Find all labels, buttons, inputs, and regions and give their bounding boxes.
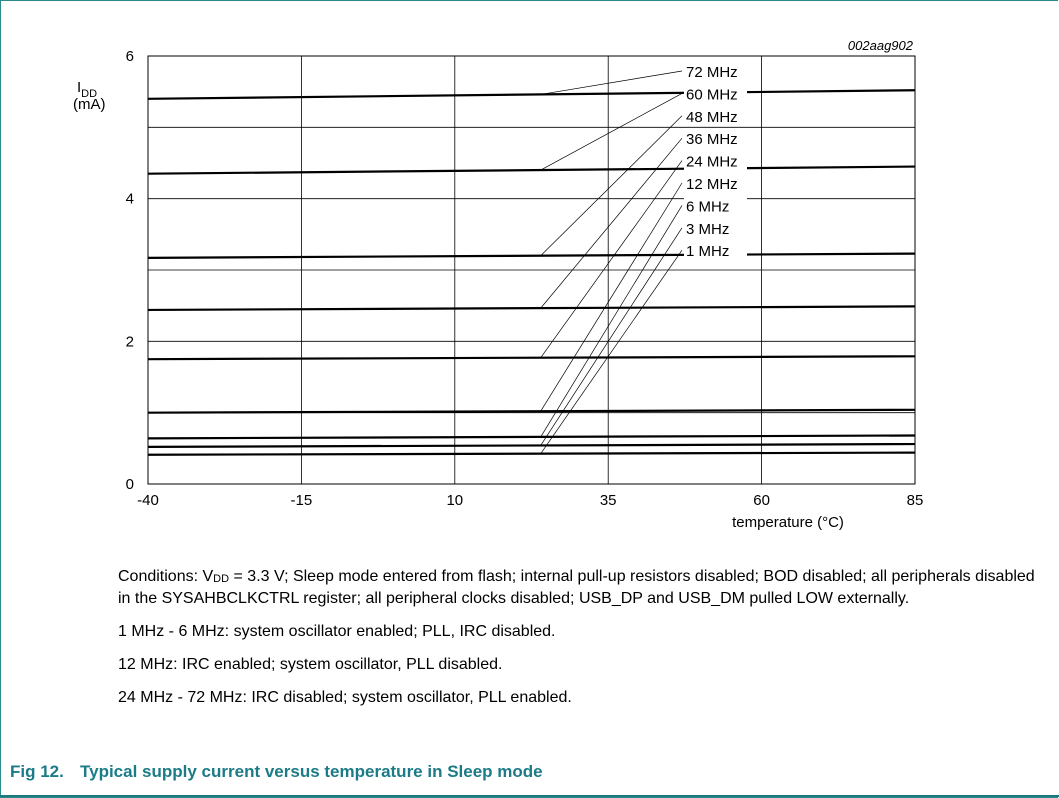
series-label-bg: [684, 85, 747, 104]
x-tick-label: 85: [907, 492, 924, 509]
series-label-bg: [684, 197, 747, 216]
series-line-6-mhz: [147, 434, 916, 440]
leader-line: [540, 70, 683, 95]
note-line-1: 1 MHz - 6 MHz: system oscillator enabled…: [118, 623, 556, 640]
series-label-bg: [684, 130, 747, 149]
series-line-60-mhz: [147, 165, 916, 175]
series-label-bg: [684, 152, 747, 171]
figure-notes: Conditions: VDD = 3.3 V; Sleep mode ente…: [118, 566, 1038, 720]
x-tick-label: -40: [137, 492, 159, 509]
series-line-36-mhz: [147, 305, 916, 312]
series-label-bg: [684, 242, 747, 261]
series-label: 36 MHz: [686, 131, 738, 148]
note-line-2: 12 MHz: IRC enabled; system oscillator, …: [118, 656, 503, 673]
figure-caption: Fig 12. Typical supply current versus tem…: [10, 762, 543, 782]
leader-line: [540, 250, 683, 454]
x-tick-label: -15: [291, 492, 313, 509]
plot-area-border: [147, 55, 916, 485]
y-tick-label: 4: [126, 191, 134, 208]
series-label: 6 MHz: [686, 198, 729, 215]
series-label-bg: [684, 107, 747, 126]
series-label: 12 MHz: [686, 176, 738, 193]
series-line-12-mhz: [147, 408, 916, 414]
x-axis-label: temperature (°C): [732, 514, 844, 531]
series-line-72-mhz: [147, 89, 916, 100]
supply-current-chart: -40 -15 10 35 60 85 0 2 4 6 IDD(mA) temperature (°C…: [73, 38, 924, 531]
conditions-subscript: DD: [213, 573, 230, 585]
y-tick-label: 2: [126, 333, 134, 350]
leader-line: [540, 137, 683, 309]
series-label: 60 MHz: [686, 86, 738, 103]
series-label-bg: [684, 175, 747, 193]
series-label: 1 MHz: [686, 243, 729, 260]
leader-line: [540, 115, 683, 256]
series-label: 3 MHz: [686, 221, 729, 238]
y-axis-label: IDD: [77, 79, 97, 100]
leader-line: [540, 160, 683, 358]
figure-title: Typical supply current versus temperatur…: [80, 762, 543, 781]
series-line-3-mhz: [147, 442, 916, 449]
leader-line: [540, 205, 683, 438]
series-line-24-mhz: [147, 355, 916, 361]
series-label: 48 MHz: [686, 109, 738, 126]
note-line-3: 24 MHz - 72 MHz: IRC disabled; system os…: [118, 689, 572, 706]
leader-line: [540, 227, 683, 446]
leader-line: [540, 93, 683, 171]
y-tick-label: 0: [126, 476, 134, 493]
series-label: 72 MHz: [686, 64, 738, 81]
series-label-bg: [684, 63, 747, 81]
series-line-1-mhz: [147, 451, 916, 456]
figure-bottom-rule: [0, 795, 1059, 797]
series-line-48-mhz: [147, 252, 916, 259]
series-label-bg: [684, 219, 747, 238]
x-tick-label: 60: [753, 492, 770, 509]
figure-number: Fig 12.: [10, 762, 64, 781]
figure-tag: 002aag902: [848, 38, 914, 53]
conditions-note: Conditions: VDD = 3.3 V; Sleep mode ente…: [118, 566, 1038, 610]
leader-line: [540, 182, 683, 412]
x-tick-label: 10: [446, 492, 463, 509]
y-axis-unit: (mA): [73, 96, 106, 113]
conditions-prefix: Conditions: V: [118, 568, 214, 585]
x-tick-label: 35: [600, 492, 617, 509]
series-label: 24 MHz: [686, 154, 738, 171]
y-tick-label: 6: [126, 48, 134, 65]
conditions-text: = 3.3 V; Sleep mode entered from flash; …: [118, 568, 1035, 607]
